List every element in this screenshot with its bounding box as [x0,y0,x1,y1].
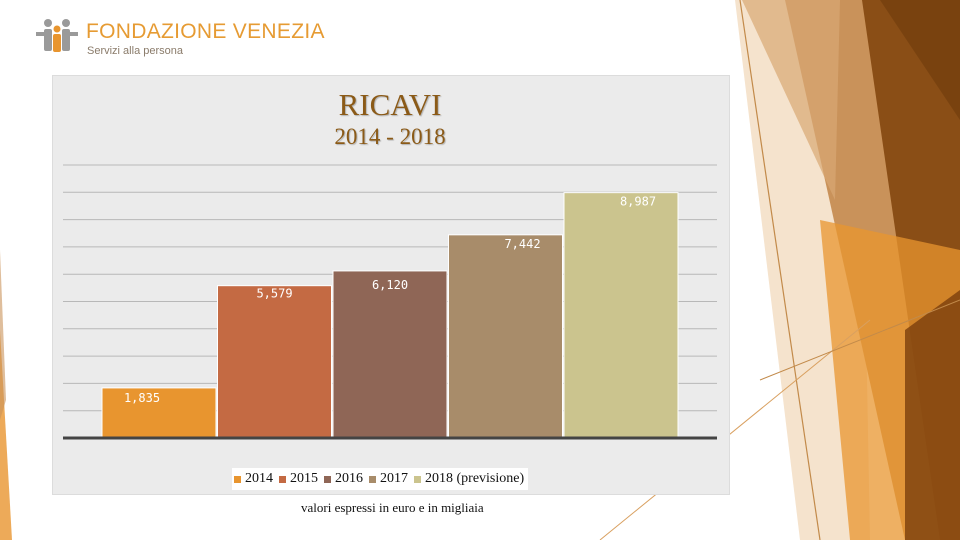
chart-subtitle: 2014 - 2018 [334,124,446,149]
bar-2016 [332,270,448,439]
data-label: 7,442 [504,237,540,251]
legend-item: 2018 (previsione) [414,471,524,487]
data-label: 5,579 [256,287,292,301]
legend-item: 2017 [369,471,408,487]
legend-label: 2014 [245,471,273,486]
data-labels: 1,835 5,579 6,120 7,442 8,987 [124,195,656,405]
data-label: 1,835 [124,391,160,405]
logo-people-icon [36,19,78,52]
data-label: 8,987 [620,195,656,209]
footnote: valori espressi in euro e in migliaia [301,500,484,515]
bar-2017 [448,234,563,439]
bar-2015 [217,285,332,439]
legend-item: 2015 [279,471,318,487]
legend-item: 2014 [234,471,273,487]
legend-swatch [414,475,421,483]
legend-label: 2018 (previsione) [425,471,525,486]
logo-name: FONDAZIONE VENEZIA [86,20,325,43]
legend-label: 2017 [380,471,408,486]
legend-swatch [369,475,376,483]
bar-2018 [563,192,679,439]
legend-label: 2016 [335,471,363,486]
chart-title: RICAVI [338,87,442,122]
legend-swatch [234,475,241,483]
bar-2014 [101,387,217,439]
bars [101,192,679,439]
data-label: 6,120 [372,278,408,292]
logo-tagline: Servizi alla persona [87,45,183,57]
legend-swatch [324,475,331,483]
legend-swatch [279,475,286,483]
legend-label: 2015 [290,471,318,486]
chart-legend: 2014 2015 2016 2017 2018 (previsione) [232,468,529,490]
legend-item: 2016 [324,471,363,487]
logo: FONDAZIONE VENEZIA Servizi alla persona [34,16,324,60]
